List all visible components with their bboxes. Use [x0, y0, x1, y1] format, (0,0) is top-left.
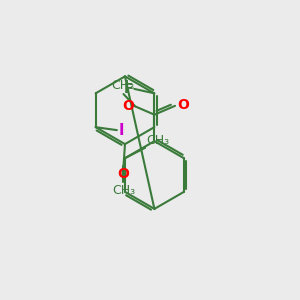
Text: CH₃: CH₃: [146, 134, 170, 147]
Text: O: O: [118, 167, 129, 182]
Text: F: F: [123, 82, 133, 96]
Text: CH₃: CH₃: [111, 79, 134, 92]
Text: O: O: [177, 98, 189, 112]
Text: O: O: [122, 99, 134, 113]
Text: CH₃: CH₃: [112, 184, 135, 196]
Text: I: I: [118, 123, 124, 138]
